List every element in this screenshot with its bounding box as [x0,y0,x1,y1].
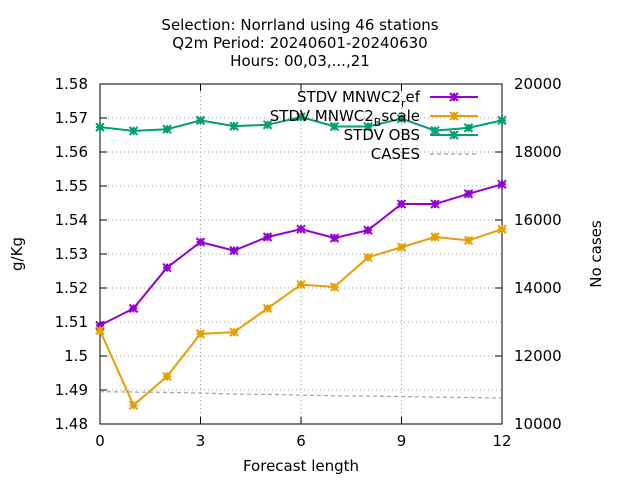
data-point [396,113,407,124]
legend-label: STDV MNWC2Bscale [270,107,420,129]
data-point [296,279,306,290]
y-tick-label: 1.5 [64,347,88,365]
legend-label: STDV OBS [344,126,420,144]
data-point [363,225,373,235]
data-point [229,245,239,256]
title-line: Q2m Period: 20240601-20240630 [172,34,427,52]
y-tick-label: 1.53 [55,245,88,263]
y-tick-label: 1.56 [55,143,88,161]
data-point [195,237,206,247]
x-tick-label: 6 [296,432,306,450]
data-point [95,320,105,331]
data-point [497,179,507,190]
legend-marker [449,130,459,140]
data-point [296,224,306,234]
title-line: Selection: Norrland using 46 stations [161,16,438,34]
x-tick-label: 12 [492,432,511,450]
y2-tick-label: 12000 [514,347,562,365]
data-point [162,124,172,134]
data-point [128,303,139,314]
series-group [95,112,507,411]
x-tick-label: 3 [196,432,206,450]
series-line [99,228,503,407]
y2-tick-label: 18000 [514,143,562,161]
chart-title: Selection: Norrland using 46 stationsQ2m… [161,16,438,70]
data-point [497,115,507,126]
data-point [229,327,239,337]
data-point [363,121,373,132]
series-1 [95,224,507,411]
y2-tick-label: 10000 [514,415,562,433]
data-point [229,121,239,131]
data-point [430,199,440,209]
y-tick-label: 1.58 [55,75,88,93]
data-point [329,121,340,132]
series-0 [95,179,507,331]
data-point [262,303,273,314]
data-point [262,232,273,242]
y2-tick-label: 20000 [514,75,562,93]
y-tick-label: 1.52 [55,279,88,297]
y-tick-label: 1.57 [55,109,88,127]
data-point [396,199,407,209]
y-tick-label: 1.54 [55,211,88,229]
legend-marker [449,92,459,102]
legend-marker [449,111,459,121]
y-axis-label: g/Kg [8,237,26,271]
data-point [128,126,139,136]
data-point [95,325,105,336]
data-point [95,122,105,132]
y2-axis-label: No cases [587,220,605,288]
data-point [396,242,407,252]
data-point [430,232,440,242]
data-point [463,123,474,133]
data-point [329,282,340,292]
y-tick-label: 1.55 [55,177,88,195]
data-point [162,262,172,273]
y-tick-label: 1.49 [55,381,88,399]
title-line: Hours: 00,03,...,21 [230,52,370,70]
y-tick-label: 1.48 [55,415,88,433]
data-point [128,400,139,411]
data-point [463,235,474,246]
data-point [363,252,373,263]
legend-label: CASES [371,145,420,163]
x-tick-label: 0 [95,432,105,450]
data-point [162,371,172,382]
y2-tick-label: 16000 [514,211,562,229]
series-2 [95,112,507,136]
legend-label: STDV MNWC2ref [297,88,421,110]
data-point [463,189,474,199]
x-tick-label: 9 [397,432,407,450]
y2-tick-label: 14000 [514,279,562,297]
x-axis-label: Forecast length [243,457,359,475]
data-point [329,233,340,243]
data-point [296,112,306,122]
data-point [497,224,507,234]
data-point [195,329,206,339]
data-point [262,120,273,130]
axis-ticks: 1.48 1.49 1.5 1.51 1.52 1.53 1.54 1.55 1.56 1.57 1… [55,75,562,450]
y-tick-label: 1.51 [55,313,88,331]
data-point [195,115,206,126]
data-point [430,125,440,136]
